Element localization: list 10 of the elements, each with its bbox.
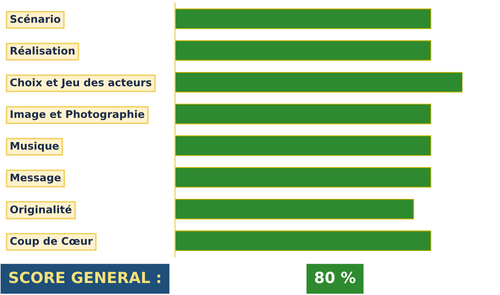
text: 80 % xyxy=(314,272,356,284)
y-tick-label: Originalité xyxy=(10,204,72,216)
y-tick-label: Image et Photographie xyxy=(10,110,144,120)
y-tick-label: Coup de Cœur xyxy=(10,236,93,247)
text: SCORE GENERAL : xyxy=(9,272,160,284)
y-tick-label: Scénario xyxy=(10,14,60,23)
y-tick-label: Message xyxy=(10,174,61,184)
y-tick-label: Choix et Jeu des acteurs xyxy=(10,78,152,88)
y-tick-label: Musique xyxy=(10,142,59,152)
y-tick-label: Réalisation xyxy=(10,46,75,55)
